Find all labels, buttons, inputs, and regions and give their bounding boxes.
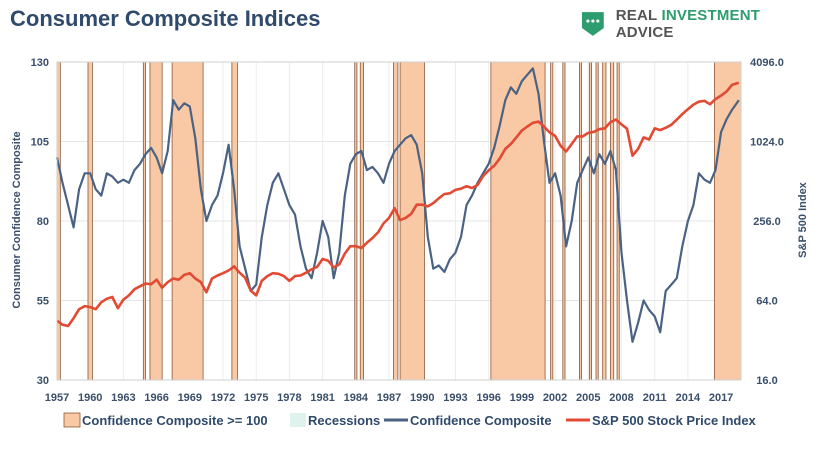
- y2-tick-label: 1024.0: [750, 137, 784, 149]
- plot-frame: [56, 61, 742, 381]
- confidence-shade-bar: [602, 61, 607, 381]
- confidence-shade-bar: [609, 61, 615, 381]
- legend-label: Confidence Composite >= 100: [82, 413, 268, 428]
- confidence-shade-bar: [490, 61, 546, 381]
- x-tick-label: 1969: [178, 392, 202, 404]
- confidence-shade-bar: [359, 61, 364, 381]
- y-tick-label: 130: [31, 57, 49, 69]
- y2-tick-label: 256.0: [753, 216, 781, 228]
- legend-label: Recessions: [308, 413, 380, 428]
- x-tick-label: 1999: [510, 392, 534, 404]
- x-tick-label: 1978: [277, 392, 301, 404]
- x-tick-label: 1975: [244, 392, 268, 404]
- confidence-shade-bar: [354, 61, 358, 381]
- y2-tick-label: 4096.0: [750, 57, 784, 69]
- left-axis-ticks: 30 55 80 105 130: [31, 57, 49, 387]
- legend-label: S&P 500 Stock Price Index: [592, 413, 757, 428]
- chart-logo-icon: [581, 12, 604, 36]
- x-tick-label: 1984: [344, 392, 369, 404]
- y-tick-label: 105: [31, 137, 49, 149]
- x-tick-label: 2008: [609, 392, 633, 404]
- y2-tick-label: 16.0: [756, 375, 777, 387]
- x-tick-label: 1960: [78, 392, 102, 404]
- brand-name: REAL INVESTMENT ADVICE: [616, 7, 820, 41]
- confidence-shade-bar: [171, 61, 204, 381]
- x-tick-label: 2014: [676, 392, 701, 404]
- y-tick-label: 80: [37, 216, 49, 228]
- x-tick-label: 1972: [211, 392, 235, 404]
- confidence-shade-bar: [714, 61, 742, 381]
- x-axis-ticks: 1957 1960 1963 1966 1969 1972 1975 1978 1981 1984…: [45, 392, 734, 404]
- chart-title: Consumer Composite Indices: [10, 6, 321, 31]
- confidence-shade-bar: [142, 61, 146, 381]
- confidence-shade-bar: [595, 61, 599, 381]
- confidence-shade-bar: [399, 61, 425, 381]
- confidence-shade-bar: [393, 61, 399, 381]
- brand-suffix: ADVICE: [615, 24, 674, 41]
- legend-swatch-shade: [63, 412, 81, 428]
- y-axis-title: Consumer Confidence Composite: [11, 131, 23, 308]
- legend-label: Confidence Composite: [410, 413, 552, 428]
- x-tick-label: 1963: [111, 392, 135, 404]
- confidence-shade-bar: [550, 61, 554, 381]
- y2-axis-title: S&P 500 Index: [797, 181, 809, 257]
- confidence-shade-bar: [149, 61, 163, 381]
- x-tick-label: 1966: [144, 392, 168, 404]
- confidence-shade-bar: [87, 61, 93, 381]
- series-lines: [55, 67, 740, 343]
- brand-prefix: REAL: [615, 7, 662, 24]
- confidence-composite-line: [55, 67, 740, 343]
- brand-logo: REAL INVESTMENT ADVICE: [578, 7, 820, 41]
- x-tick-label: 1996: [476, 392, 500, 404]
- x-tick-label: 1993: [443, 392, 467, 404]
- brand-accent: INVESTMENT: [661, 7, 761, 24]
- x-tick-label: 1957: [45, 392, 69, 404]
- y2-tick-label: 64.0: [756, 296, 777, 308]
- sp500-line: [56, 81, 740, 328]
- y-tick-label: 55: [37, 296, 49, 308]
- legend: Confidence Composite >= 100 Recessions Con…: [63, 412, 757, 428]
- legend-swatch-recession: [290, 413, 306, 427]
- plot-border: [56, 61, 742, 381]
- x-tick-label: 2002: [543, 392, 567, 404]
- x-tick-label: 1987: [377, 392, 401, 404]
- x-tick-label: 2017: [709, 392, 733, 404]
- x-tick-label: 2011: [643, 392, 667, 404]
- y-tick-label: 30: [37, 375, 49, 387]
- confidence-shade-bar: [579, 61, 583, 381]
- x-tick-label: 2005: [576, 392, 600, 404]
- confidence-shade-bar: [588, 61, 592, 381]
- right-axis-ticks: 16.0 64.0 256.0 1024.0 4096.0: [750, 57, 784, 387]
- x-tick-label: 1981: [310, 392, 334, 404]
- x-tick-label: 1990: [410, 392, 434, 404]
